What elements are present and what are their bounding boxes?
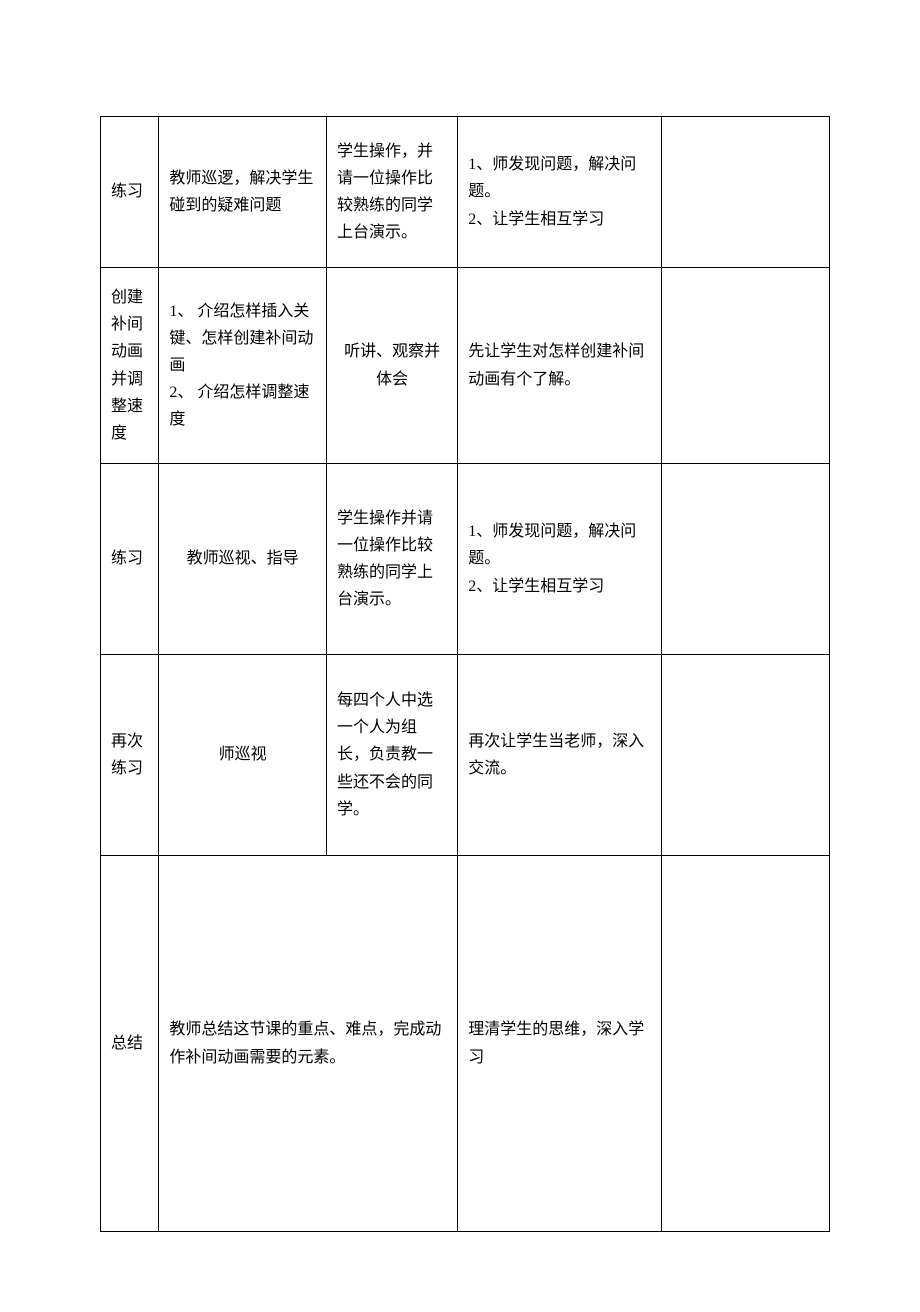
cell-intent: 先让学生对怎样创建补间动画有个了解。	[458, 268, 662, 464]
cell-intent: 1、师发现问题，解决问题。2、让学生相互学习	[458, 117, 662, 268]
table-row: 再次练习 师巡视 每四个人中选一个人为组长，负责教一些还不会的同学。 再次让学生…	[101, 655, 830, 856]
cell-teacher: 教师巡视、指导	[159, 464, 327, 655]
cell-teacher-student: 教师总结这节课的重点、难点，完成动作补间动画需要的元素。	[159, 856, 458, 1232]
cell-stage: 再次练习	[101, 655, 159, 856]
cell-student: 学生操作并请一位操作比较熟练的同学上台演示。	[326, 464, 457, 655]
cell-stage: 练习	[101, 464, 159, 655]
cell-teacher: 1、 介绍怎样插入关键、怎样创建补间动画2、 介绍怎样调整速 度	[159, 268, 327, 464]
cell-notes	[662, 117, 830, 268]
cell-teacher: 师巡视	[159, 655, 327, 856]
cell-notes	[662, 655, 830, 856]
cell-student: 学生操作，并请一位操作比较熟练的同学上台演示。	[326, 117, 457, 268]
cell-intent: 理清学生的思维，深入学习	[458, 856, 662, 1232]
cell-intent: 再次让学生当老师，深入交流。	[458, 655, 662, 856]
document-page: 练习 教师巡逻，解决学生碰到的疑难问题 学生操作，并请一位操作比较熟练的同学上台…	[0, 0, 920, 1312]
cell-intent: 1、师发现问题，解决问题。2、让学生相互学习	[458, 464, 662, 655]
cell-notes	[662, 856, 830, 1232]
table-row: 总结 教师总结这节课的重点、难点，完成动作补间动画需要的元素。 理清学生的思维，…	[101, 856, 830, 1232]
cell-notes	[662, 268, 830, 464]
table-row: 创建补间动画并调整速度 1、 介绍怎样插入关键、怎样创建补间动画2、 介绍怎样调…	[101, 268, 830, 464]
table-row: 练习 教师巡逻，解决学生碰到的疑难问题 学生操作，并请一位操作比较熟练的同学上台…	[101, 117, 830, 268]
table-row: 练习 教师巡视、指导 学生操作并请一位操作比较熟练的同学上台演示。 1、师发现问…	[101, 464, 830, 655]
cell-stage: 创建补间动画并调整速度	[101, 268, 159, 464]
cell-stage: 练习	[101, 117, 159, 268]
cell-stage: 总结	[101, 856, 159, 1232]
cell-student: 每四个人中选一个人为组长，负责教一些还不会的同学。	[326, 655, 457, 856]
cell-teacher: 教师巡逻，解决学生碰到的疑难问题	[159, 117, 327, 268]
cell-student: 听讲、观察并体会	[326, 268, 457, 464]
lesson-table: 练习 教师巡逻，解决学生碰到的疑难问题 学生操作，并请一位操作比较熟练的同学上台…	[100, 116, 830, 1232]
cell-notes	[662, 464, 830, 655]
